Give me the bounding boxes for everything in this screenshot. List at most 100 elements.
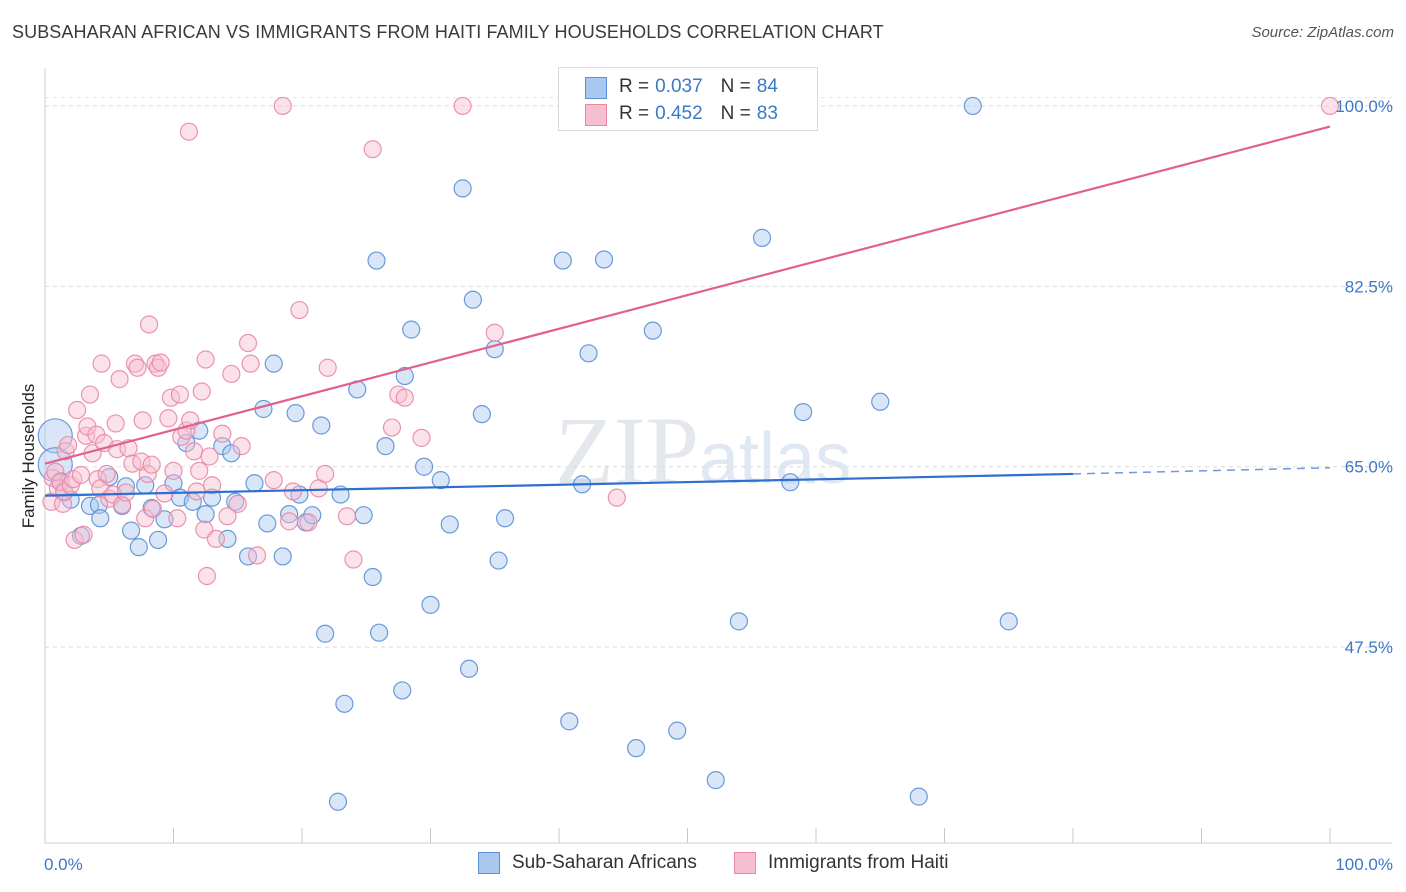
data-point-subsaharan	[286, 404, 305, 423]
data-point-subsaharan	[245, 474, 264, 493]
data-point-subsaharan	[495, 509, 515, 528]
data-point-subsaharan	[414, 457, 434, 476]
data-point-haiti	[202, 476, 222, 495]
data-point-subsaharan	[472, 405, 491, 424]
legend-item-haiti[interactable]: Immigrants from Haiti	[734, 852, 949, 874]
data-point-subsaharan	[781, 473, 800, 492]
tick-labels: 47.5% 65.0% 82.5% 100.0% 0.0% 100.0%	[44, 97, 1393, 874]
data-point-haiti	[80, 385, 100, 404]
data-point-haiti	[206, 529, 226, 548]
data-point-subsaharan	[155, 510, 174, 529]
data-point-subsaharan	[402, 320, 421, 339]
data-point-subsaharan	[489, 551, 508, 570]
data-point-haiti	[159, 409, 178, 428]
data-points	[37, 96, 1340, 811]
data-point-haiti	[228, 494, 247, 513]
watermark-atlas: atlas	[699, 419, 852, 499]
legend-r-label: R =	[619, 76, 650, 97]
x-tick-label: 100.0%	[1335, 855, 1393, 874]
data-point-subsaharan	[909, 787, 928, 806]
legend-label-subsaharan: Sub-Saharan Africans	[512, 852, 697, 873]
data-point-haiti	[382, 418, 402, 437]
legend-n-label: N =	[720, 103, 751, 124]
data-point-subsaharan	[264, 354, 283, 373]
correlation-legend: R = 0.037 N = 84 R = 0.452 N = 83	[558, 67, 818, 131]
data-point-subsaharan	[871, 392, 890, 411]
data-point-haiti	[74, 525, 93, 544]
data-point-haiti	[200, 447, 219, 466]
data-point-haiti	[139, 315, 159, 334]
y-axis-label: Family Households	[19, 384, 38, 529]
data-point-haiti	[222, 364, 241, 384]
data-point-subsaharan	[421, 595, 440, 614]
data-point-subsaharan	[328, 792, 348, 811]
y-tick-label: 100.0%	[1335, 97, 1393, 116]
data-point-haiti	[344, 550, 363, 569]
data-point-haiti	[197, 566, 217, 586]
data-point-subsaharan	[963, 96, 982, 116]
data-point-haiti	[138, 464, 157, 484]
legend-swatch-blue	[585, 77, 607, 99]
data-point-subsaharan	[729, 612, 749, 631]
data-point-haiti	[133, 411, 152, 430]
data-point-haiti	[316, 464, 335, 484]
data-point-haiti	[128, 358, 147, 377]
trend-line-haiti	[44, 125, 1331, 465]
data-point-haiti	[97, 464, 116, 484]
data-point-haiti	[232, 437, 251, 456]
data-point-subsaharan	[579, 344, 598, 363]
data-point-haiti	[116, 483, 136, 502]
chart-title: SUBSAHARAN AFRICAN VS IMMIGRANTS FROM HA…	[12, 22, 884, 42]
data-point-haiti	[92, 354, 111, 373]
trend-lines	[44, 125, 1331, 497]
data-point-subsaharan	[440, 515, 459, 534]
data-point-subsaharan	[273, 547, 292, 566]
data-point-subsaharan	[196, 505, 215, 524]
data-point-haiti	[164, 461, 183, 480]
data-point-subsaharan	[395, 366, 414, 386]
data-point-subsaharan	[258, 514, 277, 533]
data-point-subsaharan	[142, 498, 161, 518]
data-point-haiti	[68, 400, 87, 420]
data-point-subsaharan	[459, 659, 479, 678]
data-point-subsaharan	[560, 712, 579, 731]
data-point-subsaharan	[706, 771, 725, 790]
legend-label-haiti: Immigrants from Haiti	[768, 852, 949, 873]
data-point-haiti	[280, 512, 299, 531]
data-point-haiti	[110, 370, 129, 389]
data-point-haiti	[337, 507, 357, 526]
data-point-haiti	[170, 385, 190, 404]
legend-swatch-pink	[585, 104, 607, 126]
data-point-subsaharan	[999, 612, 1018, 631]
data-point-haiti	[218, 507, 237, 526]
data-point-haiti	[168, 509, 187, 528]
legend-r-label: R =	[619, 103, 650, 124]
data-point-subsaharan	[335, 694, 354, 713]
data-point-haiti	[184, 442, 204, 461]
watermark-zip: ZIP	[555, 397, 699, 504]
data-point-subsaharan	[280, 505, 299, 524]
legend-n-value: 83	[756, 103, 778, 124]
data-point-haiti	[179, 122, 199, 141]
source-credit: Source: ZipAtlas.com	[1251, 24, 1394, 41]
data-point-haiti	[143, 499, 163, 519]
data-point-haiti	[485, 323, 504, 342]
series-legend: Sub-Saharan Africans Immigrants from Hai…	[0, 852, 1406, 876]
data-point-haiti	[299, 513, 318, 532]
data-point-subsaharan	[431, 471, 450, 490]
data-point-subsaharan	[148, 530, 168, 550]
data-point-subsaharan	[91, 509, 110, 528]
y-tick-label: 65.0%	[1345, 458, 1393, 477]
data-point-subsaharan	[354, 506, 373, 525]
legend-item-subsaharan[interactable]: Sub-Saharan Africans	[478, 852, 697, 874]
data-point-subsaharan	[312, 416, 331, 435]
data-point-subsaharan	[794, 402, 813, 422]
data-point-haiti	[290, 300, 309, 320]
data-point-subsaharan	[222, 444, 241, 463]
data-point-haiti	[65, 530, 84, 550]
legend-row-subsaharan: R = 0.037 N = 84	[585, 74, 778, 100]
data-point-haiti	[196, 350, 215, 369]
data-point-haiti	[453, 96, 472, 116]
data-point-haiti	[71, 465, 91, 485]
